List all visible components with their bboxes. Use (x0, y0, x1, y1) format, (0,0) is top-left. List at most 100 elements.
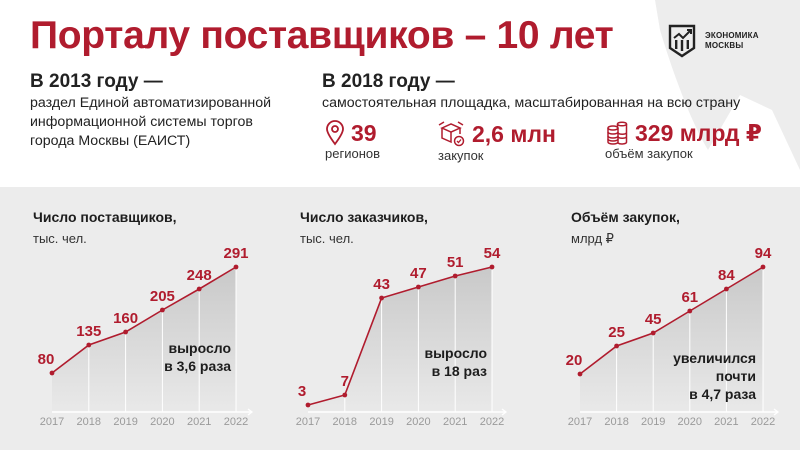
chart-customers-heading: Число заказчиков, тыс. чел. (300, 208, 428, 248)
data-label: 51 (447, 254, 464, 271)
axis-arrow-icon (501, 408, 508, 416)
moscow-economy-shield-icon (668, 24, 696, 58)
data-label: 25 (608, 324, 625, 341)
data-line (51, 266, 237, 374)
data-point (724, 286, 729, 292)
data-point (379, 295, 384, 301)
axis-arrow-icon (773, 408, 780, 416)
logo: ЭКОНОМИКА МОСКВЫ (667, 24, 759, 58)
chart-suppliers-note-line-2: в 3,6 раза (164, 358, 231, 374)
data-label: 47 (410, 265, 427, 282)
chart-suppliers-unit: тыс. чел. (33, 231, 87, 246)
year-label: 2020 (406, 416, 430, 428)
stat-regions-value: 39 (351, 120, 377, 146)
year-label: 2022 (751, 416, 775, 428)
data-label: 84 (718, 267, 735, 284)
year-label: 2017 (40, 416, 64, 428)
history-2013: В 2013 году — раздел Единой автоматизиро… (30, 70, 320, 151)
year-label: 2021 (187, 416, 211, 428)
chart-customers: 3 2017 7 2018 43 2019 47 2020 51 2021 54 2022 (296, 245, 508, 428)
data-point (452, 273, 458, 279)
year-label: 2018 (333, 416, 357, 428)
data-label: 160 (113, 310, 138, 327)
chart-volume-unit: млрд ₽ (571, 231, 614, 246)
chart-volume-heading: Объём закупок, млрд ₽ (571, 208, 680, 248)
data-line (307, 266, 493, 406)
chart-volume: 20 2017 25 2018 45 2019 61 2020 84 2021 94 2022 (566, 245, 780, 428)
data-point (489, 264, 495, 270)
logo-line-2: МОСКВЫ (705, 41, 744, 50)
year-label: 2021 (714, 416, 738, 428)
data-point (86, 342, 92, 348)
data-point (196, 286, 202, 292)
data-point (160, 307, 165, 313)
data-label: 205 (150, 288, 175, 305)
page-title: Порталу поставщиков – 10 лет (30, 14, 614, 57)
data-point (342, 392, 348, 398)
stat-regions-label: регионов (325, 146, 381, 161)
data-point (650, 330, 656, 336)
year-label: 2022 (480, 416, 504, 428)
chart-customers-title: Число заказчиков, (300, 209, 428, 225)
stat-volume-label: объём закупок (605, 146, 693, 161)
history-2018-heading: В 2018 году — (322, 71, 455, 92)
data-label: 54 (484, 245, 501, 262)
chart-volume-title: Объём закупок, (571, 209, 680, 225)
stat-purchases-label: закупок (438, 148, 484, 163)
data-point (233, 264, 239, 270)
year-label: 2018 (77, 416, 101, 428)
data-point (416, 284, 421, 290)
data-label: 61 (681, 289, 698, 306)
year-label: 2020 (150, 416, 174, 428)
chart-volume-note-line-3: в 4,7 раза (689, 386, 756, 402)
year-label: 2020 (678, 416, 702, 428)
year-label: 2018 (604, 416, 628, 428)
area-fill (308, 267, 492, 412)
history-2013-line-1: раздел Единой автоматизированной (30, 95, 272, 111)
year-label: 2017 (296, 416, 320, 428)
chart-volume-note-line-1: увеличился (673, 350, 756, 366)
chart-volume-note: увеличился почти в 4,7 раза (673, 349, 756, 403)
data-point (305, 402, 311, 408)
year-label: 2022 (224, 416, 248, 428)
boxes-icon (438, 121, 465, 147)
data-label: 94 (755, 245, 772, 262)
history-2013-line-2: информационной системы торгов (30, 114, 253, 130)
chart-suppliers-title: Число поставщиков, (33, 209, 177, 225)
data-label: 135 (76, 323, 101, 340)
chart-customers-note-line-1: выросло (424, 345, 487, 361)
stat-volume: 329 млрд ₽ объём закупок (605, 120, 762, 161)
chart-suppliers: 80 2017 135 2018 160 2019 205 2020 248 2021 291 202… (38, 245, 254, 428)
year-label: 2021 (443, 416, 467, 428)
chart-customers-unit: тыс. чел. (300, 231, 354, 246)
data-point (760, 264, 766, 270)
logo-line-1: ЭКОНОМИКА (705, 31, 759, 40)
data-label: 248 (187, 267, 212, 284)
data-point (49, 370, 55, 376)
year-label: 2019 (641, 416, 665, 428)
axis-arrow-icon (247, 408, 254, 416)
area-fill (580, 267, 763, 412)
map-pin-icon (326, 120, 344, 146)
data-point (687, 308, 693, 314)
data-label: 291 (223, 245, 248, 262)
data-label: 45 (645, 311, 662, 328)
data-point (577, 371, 583, 377)
chart-suppliers-note-line-1: выросло (168, 340, 231, 356)
stat-regions: 39 регионов (325, 120, 380, 161)
stat-purchases: 2,6 млн закупок (438, 120, 556, 163)
history-2013-line-3: города Москвы (ЕАИСТ) (30, 133, 191, 149)
data-label: 20 (566, 352, 583, 369)
data-label: 3 (298, 383, 306, 400)
history-2013-heading: В 2013 году — (30, 71, 163, 92)
stat-volume-value: 329 млрд ₽ (635, 120, 762, 146)
stat-purchases-value: 2,6 млн (472, 121, 556, 147)
coins-icon (607, 121, 628, 145)
chart-volume-note-line-2: почти (715, 368, 756, 384)
data-line (579, 266, 764, 375)
chart-suppliers-heading: Число поставщиков, тыс. чел. (33, 208, 177, 248)
data-label: 80 (38, 351, 55, 368)
area-fill (52, 267, 236, 412)
chart-customers-note-line-2: в 18 раз (431, 363, 487, 379)
